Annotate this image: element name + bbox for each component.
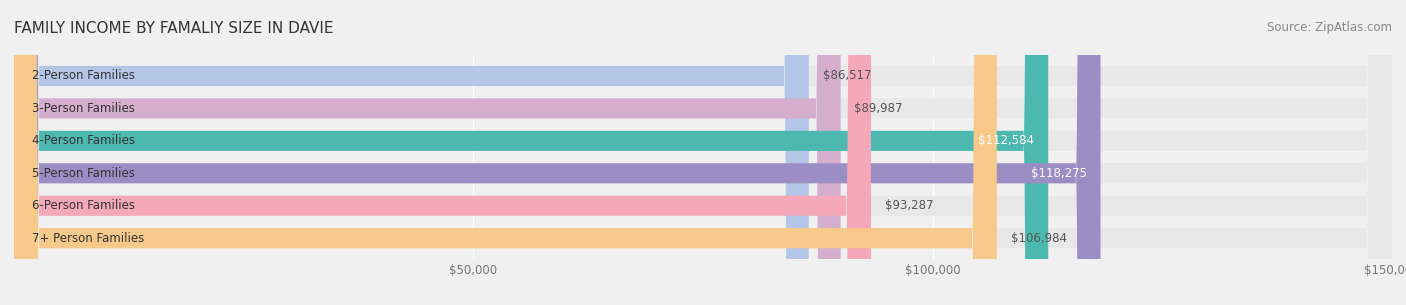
Text: $112,584: $112,584 (979, 135, 1035, 147)
Text: Source: ZipAtlas.com: Source: ZipAtlas.com (1267, 21, 1392, 34)
Text: $106,984: $106,984 (1011, 232, 1067, 245)
Text: 4-Person Families: 4-Person Families (32, 135, 135, 147)
FancyBboxPatch shape (14, 0, 997, 305)
Text: 7+ Person Families: 7+ Person Families (32, 232, 145, 245)
FancyBboxPatch shape (14, 0, 1392, 305)
Text: $118,275: $118,275 (1031, 167, 1087, 180)
FancyBboxPatch shape (14, 0, 1392, 305)
FancyBboxPatch shape (14, 0, 1049, 305)
Text: 3-Person Families: 3-Person Families (32, 102, 135, 115)
Text: 5-Person Families: 5-Person Families (32, 167, 135, 180)
Text: FAMILY INCOME BY FAMALIY SIZE IN DAVIE: FAMILY INCOME BY FAMALIY SIZE IN DAVIE (14, 21, 333, 36)
FancyBboxPatch shape (14, 0, 870, 305)
Text: $86,517: $86,517 (823, 70, 872, 82)
Text: 2-Person Families: 2-Person Families (32, 70, 135, 82)
FancyBboxPatch shape (14, 0, 808, 305)
FancyBboxPatch shape (14, 0, 1101, 305)
Text: $93,287: $93,287 (884, 199, 934, 212)
FancyBboxPatch shape (14, 0, 841, 305)
Text: 6-Person Families: 6-Person Families (32, 199, 135, 212)
FancyBboxPatch shape (14, 0, 1392, 305)
Text: $89,987: $89,987 (855, 102, 903, 115)
FancyBboxPatch shape (14, 0, 1392, 305)
FancyBboxPatch shape (14, 0, 1392, 305)
FancyBboxPatch shape (14, 0, 1392, 305)
